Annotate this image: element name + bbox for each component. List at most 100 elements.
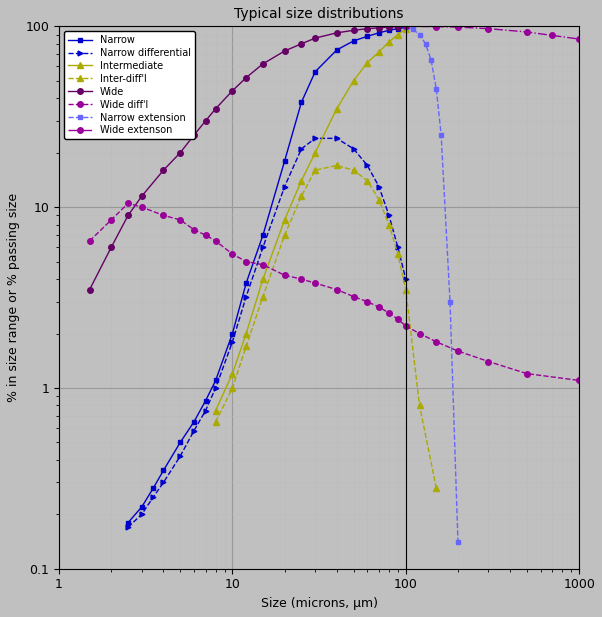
- Narrow: [202, 397, 209, 404]
- Wide diff'l: [416, 330, 423, 337]
- Narrow differential: [125, 523, 132, 531]
- Narrow differential: [138, 511, 146, 518]
- Inter-diff'l: [311, 167, 318, 174]
- Wide: [190, 131, 197, 139]
- Inter-diff'l: [433, 484, 440, 492]
- Wide diff'l: [202, 231, 209, 239]
- Narrow: [150, 484, 157, 492]
- Narrow extension: [438, 131, 445, 139]
- Wide: [138, 193, 146, 200]
- Narrow: [138, 503, 146, 510]
- Narrow: [375, 29, 382, 36]
- Narrow extension: [427, 56, 435, 64]
- Wide: [176, 149, 184, 156]
- Inter-diff'l: [298, 193, 305, 200]
- Wide: [86, 286, 93, 293]
- Wide diff'l: [160, 212, 167, 219]
- Wide extenson: [576, 35, 583, 43]
- Wide: [125, 212, 132, 219]
- Line: Intermediate: Intermediate: [212, 25, 409, 414]
- Inter-diff'l: [229, 384, 236, 392]
- Inter-diff'l: [385, 221, 393, 228]
- Intermediate: [364, 59, 371, 66]
- Narrow: [160, 466, 167, 474]
- Intermediate: [298, 177, 305, 184]
- Wide diff'l: [394, 315, 402, 323]
- X-axis label: Size (microns, μm): Size (microns, μm): [261, 597, 377, 610]
- Wide diff'l: [385, 309, 393, 317]
- Narrow differential: [229, 338, 236, 346]
- Wide: [108, 244, 115, 251]
- Narrow: [311, 68, 318, 75]
- Wide diff'l: [138, 204, 146, 211]
- Wide diff'l: [125, 199, 132, 207]
- Narrow extension: [402, 24, 409, 31]
- Wide diff'l: [259, 261, 267, 268]
- Intermediate: [350, 77, 357, 85]
- Narrow extension: [447, 298, 454, 305]
- Narrow differential: [160, 479, 167, 486]
- Intermediate: [243, 330, 250, 337]
- Narrow differential: [385, 212, 393, 219]
- Narrow differential: [350, 145, 357, 152]
- Wide extenson: [548, 31, 556, 39]
- Narrow differential: [281, 183, 288, 190]
- Narrow: [385, 27, 393, 34]
- Wide diff'l: [108, 216, 115, 223]
- Narrow differential: [202, 407, 209, 414]
- Narrow extension: [455, 539, 462, 546]
- Wide diff'l: [523, 370, 530, 378]
- Inter-diff'l: [259, 293, 267, 300]
- Wide diff'l: [243, 258, 250, 265]
- Narrow extension: [433, 85, 440, 93]
- Wide: [402, 23, 409, 30]
- Wide: [212, 105, 219, 112]
- Inter-diff'l: [212, 418, 219, 426]
- Inter-diff'l: [416, 402, 423, 409]
- Inter-diff'l: [350, 167, 357, 174]
- Wide diff'l: [485, 358, 492, 365]
- Wide extenson: [433, 23, 440, 30]
- Wide: [385, 23, 393, 31]
- Wide extenson: [402, 23, 409, 30]
- Wide diff'l: [281, 271, 288, 279]
- Wide: [364, 25, 371, 32]
- Title: Typical size distributions: Typical size distributions: [234, 7, 404, 21]
- Narrow extension: [409, 26, 417, 33]
- Narrow: [212, 377, 219, 384]
- Narrow differential: [259, 244, 267, 251]
- Wide diff'l: [455, 347, 462, 355]
- Intermediate: [259, 275, 267, 283]
- Inter-diff'l: [375, 196, 382, 204]
- Narrow differential: [150, 493, 157, 500]
- Wide diff'l: [212, 238, 219, 245]
- Wide extenson: [485, 25, 492, 32]
- Narrow: [176, 439, 184, 446]
- Inter-diff'l: [243, 342, 250, 350]
- Intermediate: [394, 31, 402, 38]
- Wide: [243, 74, 250, 81]
- Wide: [298, 40, 305, 48]
- Wide diff'l: [350, 293, 357, 300]
- Wide diff'l: [298, 275, 305, 283]
- Wide diff'l: [576, 377, 583, 384]
- Intermediate: [281, 216, 288, 223]
- Wide diff'l: [190, 226, 197, 233]
- Narrow differential: [298, 145, 305, 152]
- Intermediate: [333, 105, 340, 112]
- Wide diff'l: [229, 251, 236, 258]
- Wide diff'l: [176, 216, 184, 223]
- Inter-diff'l: [333, 162, 340, 169]
- Line: Inter-diff'l: Inter-diff'l: [212, 162, 440, 491]
- Line: Wide: Wide: [87, 23, 409, 292]
- Wide: [311, 35, 318, 42]
- Intermediate: [385, 38, 393, 46]
- Inter-diff'l: [364, 177, 371, 184]
- Narrow extension: [416, 31, 423, 38]
- Legend: Narrow, Narrow differential, Intermediate, Inter-diff'l, Wide, Wide diff'l, Narr: Narrow, Narrow differential, Intermediat…: [64, 31, 195, 139]
- Wide extenson: [455, 23, 462, 31]
- Line: Narrow differential: Narrow differential: [126, 136, 408, 529]
- Narrow differential: [190, 427, 197, 434]
- Narrow differential: [394, 244, 402, 251]
- Inter-diff'l: [394, 251, 402, 258]
